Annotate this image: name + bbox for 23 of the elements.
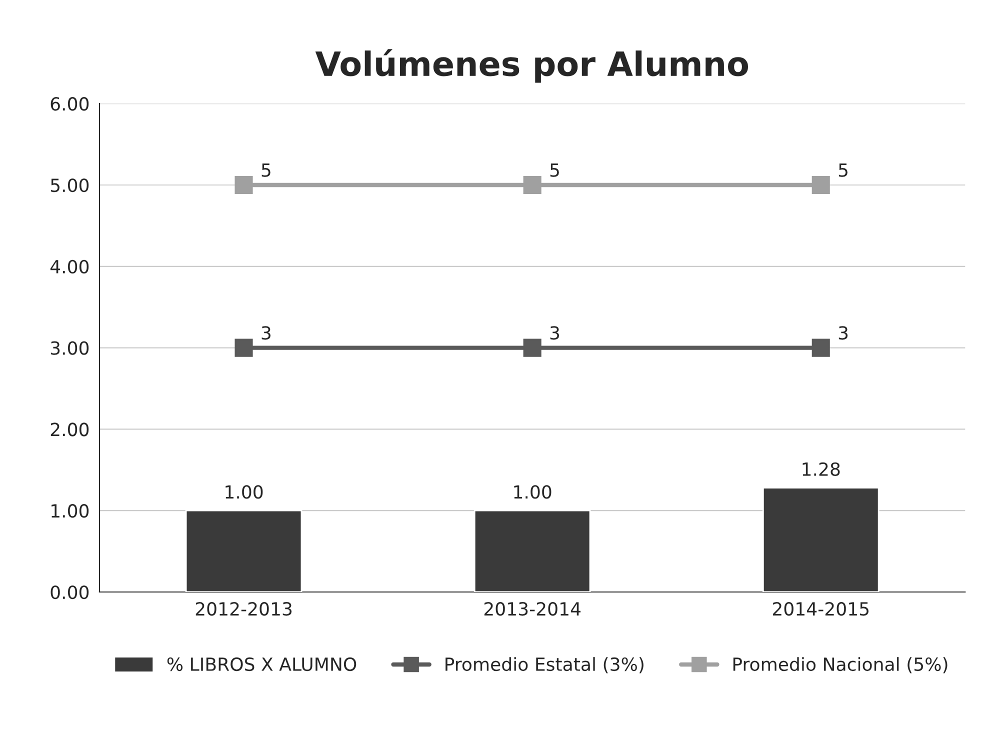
data-label: 1.00 — [226, 485, 263, 499]
data-label: 5 — [262, 164, 270, 177]
data-label: 3 — [550, 326, 560, 340]
data-label: 5 — [550, 164, 559, 177]
y-tick-label: 5.00 — [50, 178, 89, 192]
x-tick-label: 2012-2013 — [196, 602, 292, 616]
data-label: 3 — [262, 326, 270, 340]
data-label: 3 — [838, 326, 848, 340]
y-tick-label: 2.00 — [50, 422, 89, 436]
data-label: 5 — [838, 164, 848, 177]
legend-label: Promedio Nacional (5%) — [733, 657, 948, 674]
y-tick-label: 4.00 — [50, 260, 89, 274]
x-tick-label: 2014-2015 — [772, 602, 869, 616]
x-tick-label: 2013-2014 — [484, 602, 581, 616]
y-tick-label: 6.00 — [50, 97, 89, 111]
legend-label: Promedio Estatal (3%) — [446, 657, 644, 674]
y-tick-label: 0.00 — [50, 585, 89, 600]
data-label: 1.00 — [514, 485, 552, 499]
legend-label: % LIBROS X ALUMNO — [167, 657, 356, 672]
chart-title: Volúmenes por Alumno — [315, 49, 748, 83]
y-tick-label: 3.00 — [50, 341, 89, 355]
data-label: 1.28 — [802, 462, 840, 476]
y-tick-label: 1.00 — [52, 504, 89, 518]
